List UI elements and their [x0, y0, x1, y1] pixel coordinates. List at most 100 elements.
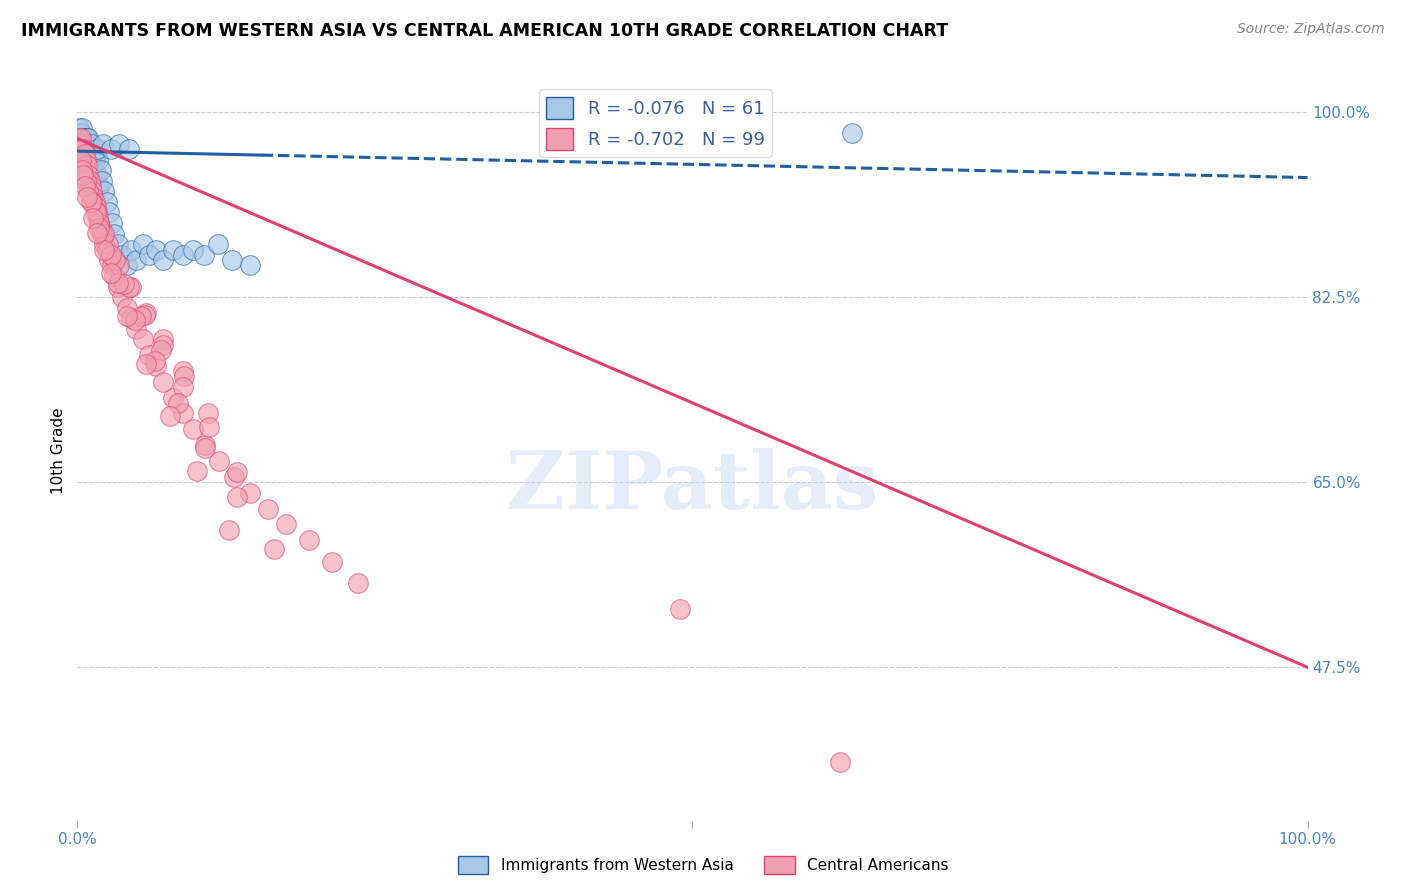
Point [76, 131, 98, 145]
Point [82, 194, 104, 209]
Point [198, 420, 221, 434]
Point [152, 253, 174, 268]
Point [152, 337, 174, 351]
Point [72, 131, 94, 145]
Point [83, 194, 105, 209]
Point [70, 136, 93, 151]
Point [669, 602, 692, 616]
Point [67, 131, 90, 145]
Point [83, 153, 105, 167]
Point [194, 438, 217, 452]
Point [167, 396, 190, 410]
Point [76, 189, 98, 203]
Point [181, 422, 204, 436]
Point [93, 243, 115, 257]
Point [138, 248, 160, 262]
Point [70, 142, 93, 156]
Point [111, 290, 132, 304]
Point [70, 153, 93, 167]
Point [181, 243, 204, 257]
Point [194, 442, 217, 456]
Point [73, 179, 96, 194]
Point [73, 136, 96, 151]
Point [226, 465, 249, 479]
Point [186, 464, 208, 478]
Point [73, 131, 96, 145]
Point [80, 194, 103, 209]
Point [101, 216, 124, 230]
Point [135, 306, 157, 320]
Point [124, 313, 146, 327]
Point [125, 253, 148, 268]
Point [121, 311, 143, 326]
Point [70, 142, 93, 156]
Point [89, 216, 111, 230]
Point [70, 126, 93, 140]
Point [298, 533, 321, 548]
Point [321, 555, 343, 569]
Y-axis label: 10th Grade: 10th Grade [51, 407, 66, 494]
Point [82, 189, 104, 203]
Point [75, 136, 97, 151]
Point [77, 131, 100, 145]
Point [82, 136, 104, 151]
Point [70, 163, 93, 178]
Point [145, 359, 167, 373]
Point [107, 277, 129, 291]
Point [162, 243, 184, 257]
Point [82, 147, 104, 161]
Point [197, 407, 219, 421]
Point [172, 380, 194, 394]
Point [75, 142, 97, 156]
Point [76, 158, 98, 172]
Point [75, 153, 97, 167]
Point [239, 485, 262, 500]
Point [93, 185, 115, 199]
Point [82, 158, 104, 172]
Point [72, 169, 94, 183]
Point [276, 517, 298, 532]
Point [218, 523, 240, 537]
Point [162, 391, 184, 405]
Point [89, 221, 111, 235]
Point [84, 200, 107, 214]
Point [75, 163, 97, 178]
Point [830, 756, 852, 770]
Point [112, 277, 135, 292]
Point [89, 179, 111, 194]
Point [96, 243, 118, 257]
Text: IMMIGRANTS FROM WESTERN ASIA VS CENTRAL AMERICAN 10TH GRADE CORRELATION CHART: IMMIGRANTS FROM WESTERN ASIA VS CENTRAL … [21, 22, 948, 40]
Point [257, 501, 280, 516]
Point [100, 266, 122, 280]
Point [80, 179, 103, 194]
Legend: Immigrants from Western Asia, Central Americans: Immigrants from Western Asia, Central Am… [451, 850, 955, 880]
Point [86, 226, 108, 240]
Point [152, 375, 174, 389]
Point [150, 343, 173, 357]
Point [69, 136, 91, 151]
Text: ZIPatlas: ZIPatlas [506, 449, 879, 526]
Point [121, 279, 143, 293]
Point [70, 142, 93, 156]
Point [86, 142, 108, 156]
Point [82, 211, 104, 225]
Point [72, 142, 94, 156]
Point [72, 147, 94, 161]
Point [75, 174, 97, 188]
Point [101, 259, 124, 273]
Point [841, 126, 863, 140]
Point [100, 248, 122, 262]
Point [79, 142, 101, 156]
Point [84, 205, 107, 219]
Point [90, 221, 112, 235]
Point [90, 163, 112, 178]
Point [77, 185, 100, 199]
Point [263, 541, 285, 556]
Point [226, 490, 249, 504]
Point [208, 454, 231, 468]
Point [70, 153, 93, 167]
Point [86, 169, 108, 183]
Point [69, 131, 91, 145]
Point [108, 259, 131, 273]
Point [172, 248, 194, 262]
